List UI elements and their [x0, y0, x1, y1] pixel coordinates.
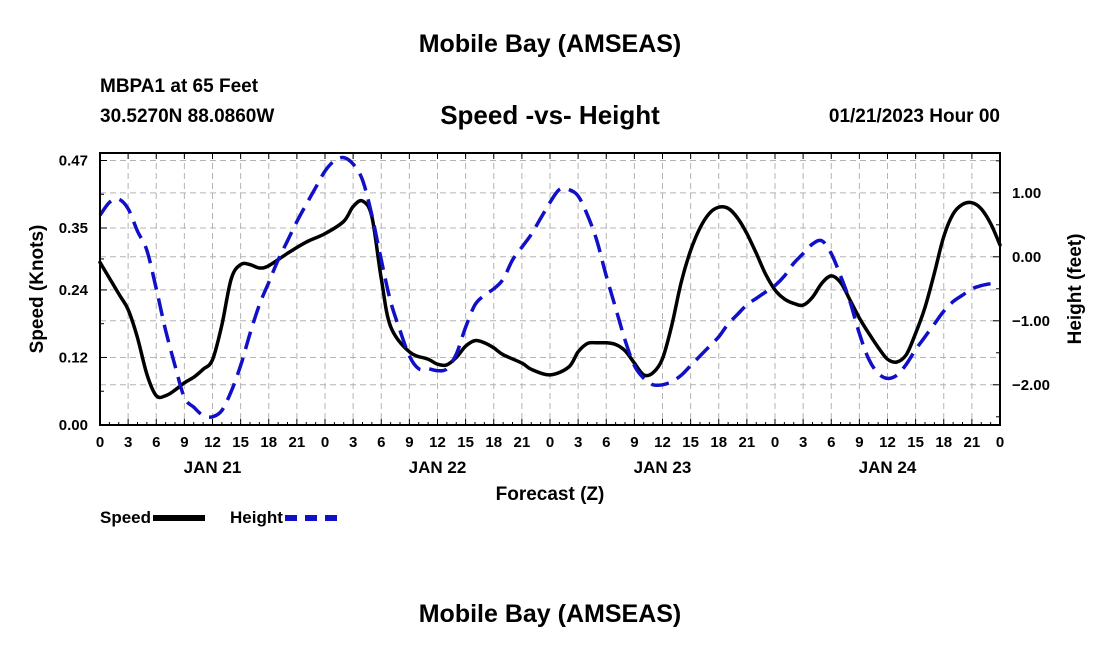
x-tick-label: 21 [964, 434, 981, 451]
x-tick-label: 0 [321, 434, 329, 451]
x-tick-label: 18 [260, 434, 277, 451]
legend-speed-swatch [153, 515, 206, 521]
x-tick-label: 0 [771, 434, 779, 451]
series-layer [98, 155, 1002, 419]
x-tick-label: 18 [485, 434, 502, 451]
x-tick-label: 3 [349, 434, 357, 451]
station-name: MBPA1 at 65 Feet [100, 76, 259, 97]
legend-height: Height [230, 508, 337, 528]
footer-title: Mobile Bay (AMSEAS) [418, 600, 682, 628]
x-tick-label: 9 [405, 434, 413, 451]
y-tick-label: 0.00 [59, 417, 88, 434]
x-tick-label: 15 [682, 434, 699, 451]
y-tick-label: 0.47 [59, 152, 88, 169]
x-tick-label: 9 [630, 434, 638, 451]
y-tick-label: 0.24 [59, 282, 89, 299]
day-label: JAN 22 [409, 458, 467, 477]
x-tick-label: 6 [602, 434, 610, 451]
series-line-height [98, 155, 1001, 419]
plot-title: Speed -vs- Height [440, 100, 660, 130]
axes-layer: 0 3 6 9 12 15 18 21 0 3 6 9 12 15 18 21 0 3 6 9 12 15 18 21 0 3 6 9… [59, 152, 1050, 477]
y-axis-label: Speed (Knots) [27, 225, 48, 354]
x-tick-label: 0 [996, 434, 1004, 451]
legend-speed-label: Speed [100, 508, 152, 527]
x-tick-label: 3 [574, 434, 582, 451]
y2-tick-label: 0.00 [1012, 249, 1041, 266]
x-tick-label: 3 [799, 434, 807, 451]
x-tick-label: 3 [124, 434, 132, 451]
x-tick-label: 18 [710, 434, 727, 451]
station-coordinates: 30.5270N 88.0860W [100, 106, 275, 127]
x-tick-label: 18 [935, 434, 952, 451]
y2-axis-label: Height (feet) [1065, 234, 1086, 345]
legend-height-swatch [284, 515, 337, 521]
x-tick-label: 12 [429, 434, 446, 451]
y-tick-label: 0.12 [59, 349, 88, 366]
legend-height-label: Height [230, 508, 283, 527]
legend-speed: Speed [100, 508, 206, 528]
x-tick-label: 6 [827, 434, 835, 451]
x-tick-label: 9 [855, 434, 863, 451]
day-label: JAN 23 [634, 458, 692, 477]
x-tick-label: 21 [739, 434, 756, 451]
x-tick-label: 15 [907, 434, 924, 451]
x-axis-label: Forecast (Z) [496, 484, 605, 505]
x-tick-label: 0 [546, 434, 554, 451]
x-tick-label: 15 [232, 434, 249, 451]
day-label: JAN 24 [859, 458, 917, 477]
x-tick-label: 12 [654, 434, 671, 451]
y2-tick-label: 1.00 [1012, 185, 1041, 202]
x-tick-label: 21 [514, 434, 531, 451]
day-label: JAN 21 [184, 458, 242, 477]
forecast-timestamp: 01/21/2023 Hour 00 [828, 106, 1000, 127]
series-line-speed [98, 198, 1002, 400]
chart-main-title: Mobile Bay (AMSEAS) [418, 30, 682, 58]
x-tick-label: 15 [457, 434, 474, 451]
x-tick-label: 12 [204, 434, 221, 451]
x-tick-label: 6 [152, 434, 160, 451]
x-tick-label: 12 [879, 434, 896, 451]
y2-tick-label: −2.00 [1012, 377, 1050, 394]
x-tick-label: 6 [377, 434, 385, 451]
x-tick-label: 0 [96, 434, 104, 451]
x-tick-label: 21 [289, 434, 306, 451]
x-tick-label: 9 [180, 434, 188, 451]
y2-tick-label: −1.00 [1012, 313, 1050, 330]
y-tick-label: 0.35 [59, 220, 88, 237]
